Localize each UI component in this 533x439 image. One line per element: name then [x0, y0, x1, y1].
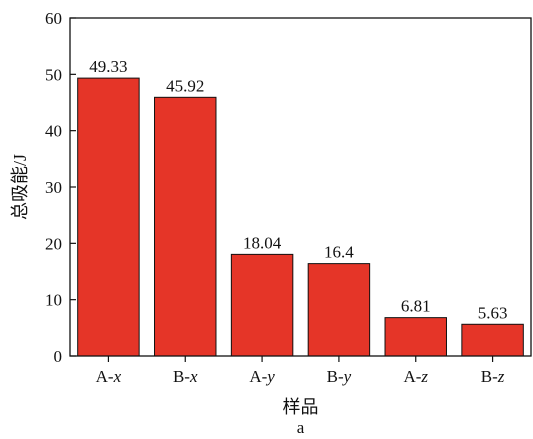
data-label: 18.04 [243, 233, 282, 252]
y-tick-label: 50 [45, 65, 62, 84]
figure-caption: a [297, 418, 305, 437]
data-label: 5.63 [478, 303, 508, 322]
y-axis-ticks: 0 10 20 30 40 50 60 [45, 9, 76, 366]
x-axis-title: 样品 [283, 397, 319, 417]
y-tick-label: 30 [45, 178, 62, 197]
data-label: 49.33 [89, 57, 127, 76]
data-labels-group: 49.33 45.92 18.04 16.4 6.81 5.63 [89, 57, 507, 322]
x-tick-label: B-z [481, 367, 505, 386]
x-axis-ticks: A-x B-x A-y B-y A-z B-z [96, 356, 505, 386]
data-label: 45.92 [166, 76, 204, 95]
y-tick-label: 0 [54, 347, 63, 366]
y-tick-label: 40 [45, 122, 62, 141]
x-tick-label: B-x [173, 367, 198, 386]
bar [384, 317, 447, 357]
y-axis-title: 总吸能/J [10, 154, 30, 220]
bar [77, 77, 140, 357]
y-tick-label: 20 [45, 234, 62, 253]
x-tick-label: A-x [96, 367, 122, 386]
y-tick-label: 10 [45, 291, 62, 310]
bar [230, 253, 294, 357]
bar [154, 96, 217, 357]
bar [461, 323, 524, 357]
data-label: 16.4 [324, 243, 354, 262]
bars-group [77, 77, 524, 357]
bar [307, 263, 371, 357]
x-tick-label: B-y [327, 367, 352, 386]
y-tick-label: 60 [45, 9, 62, 28]
data-label: 6.81 [401, 297, 431, 316]
x-tick-label: A-z [403, 367, 428, 386]
x-tick-label: A-y [249, 367, 275, 386]
